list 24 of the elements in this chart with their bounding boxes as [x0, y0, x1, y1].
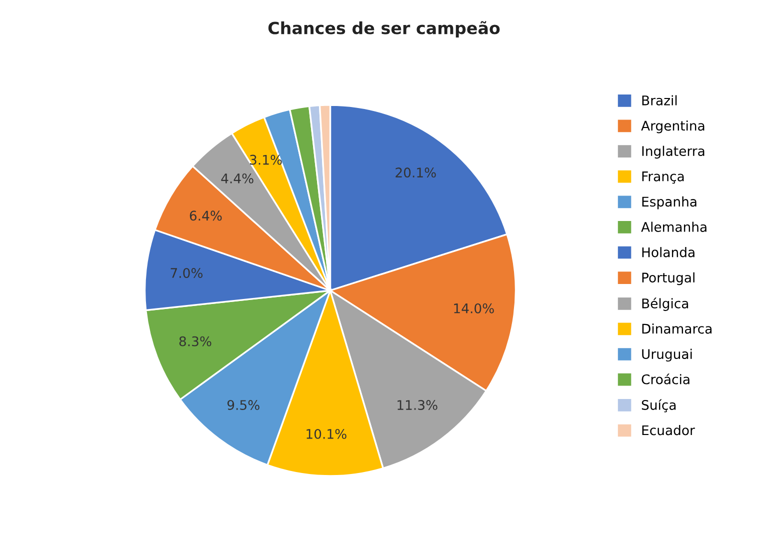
chart-title: Chances de ser campeão	[268, 21, 500, 38]
data-label: 8.3%	[179, 336, 212, 346]
legend-label: Argentina	[641, 120, 704, 134]
data-label: 11.3%	[398, 400, 438, 410]
legend-label: Alemanha	[641, 222, 706, 232]
data-label: 6.4%	[190, 210, 222, 221]
legend-label: Portugal	[642, 272, 694, 286]
legend-label: Brazil	[642, 95, 677, 106]
legend-label: Croácia	[642, 374, 690, 384]
data-label: 9.5%	[227, 400, 260, 410]
data-label: 20.1%	[396, 168, 436, 178]
legend-label: Ecuador	[642, 425, 695, 436]
data-label: 10.1%	[306, 428, 346, 439]
data-label: 14.0%	[454, 303, 494, 314]
legend-label: Dinamarca	[642, 323, 712, 334]
data-label: 4.4%	[221, 173, 254, 184]
legend-label: Suíça	[642, 399, 676, 412]
legend-label: Uruguai	[642, 348, 692, 362]
legend-label: Inglaterra	[642, 146, 704, 159]
data-label: 7.0%	[170, 268, 203, 278]
legend-label: França	[642, 172, 684, 184]
legend-label: Espanha	[642, 196, 696, 210]
legend-label: Holanda	[642, 247, 694, 258]
legend-label: Bélgica	[642, 298, 688, 311]
